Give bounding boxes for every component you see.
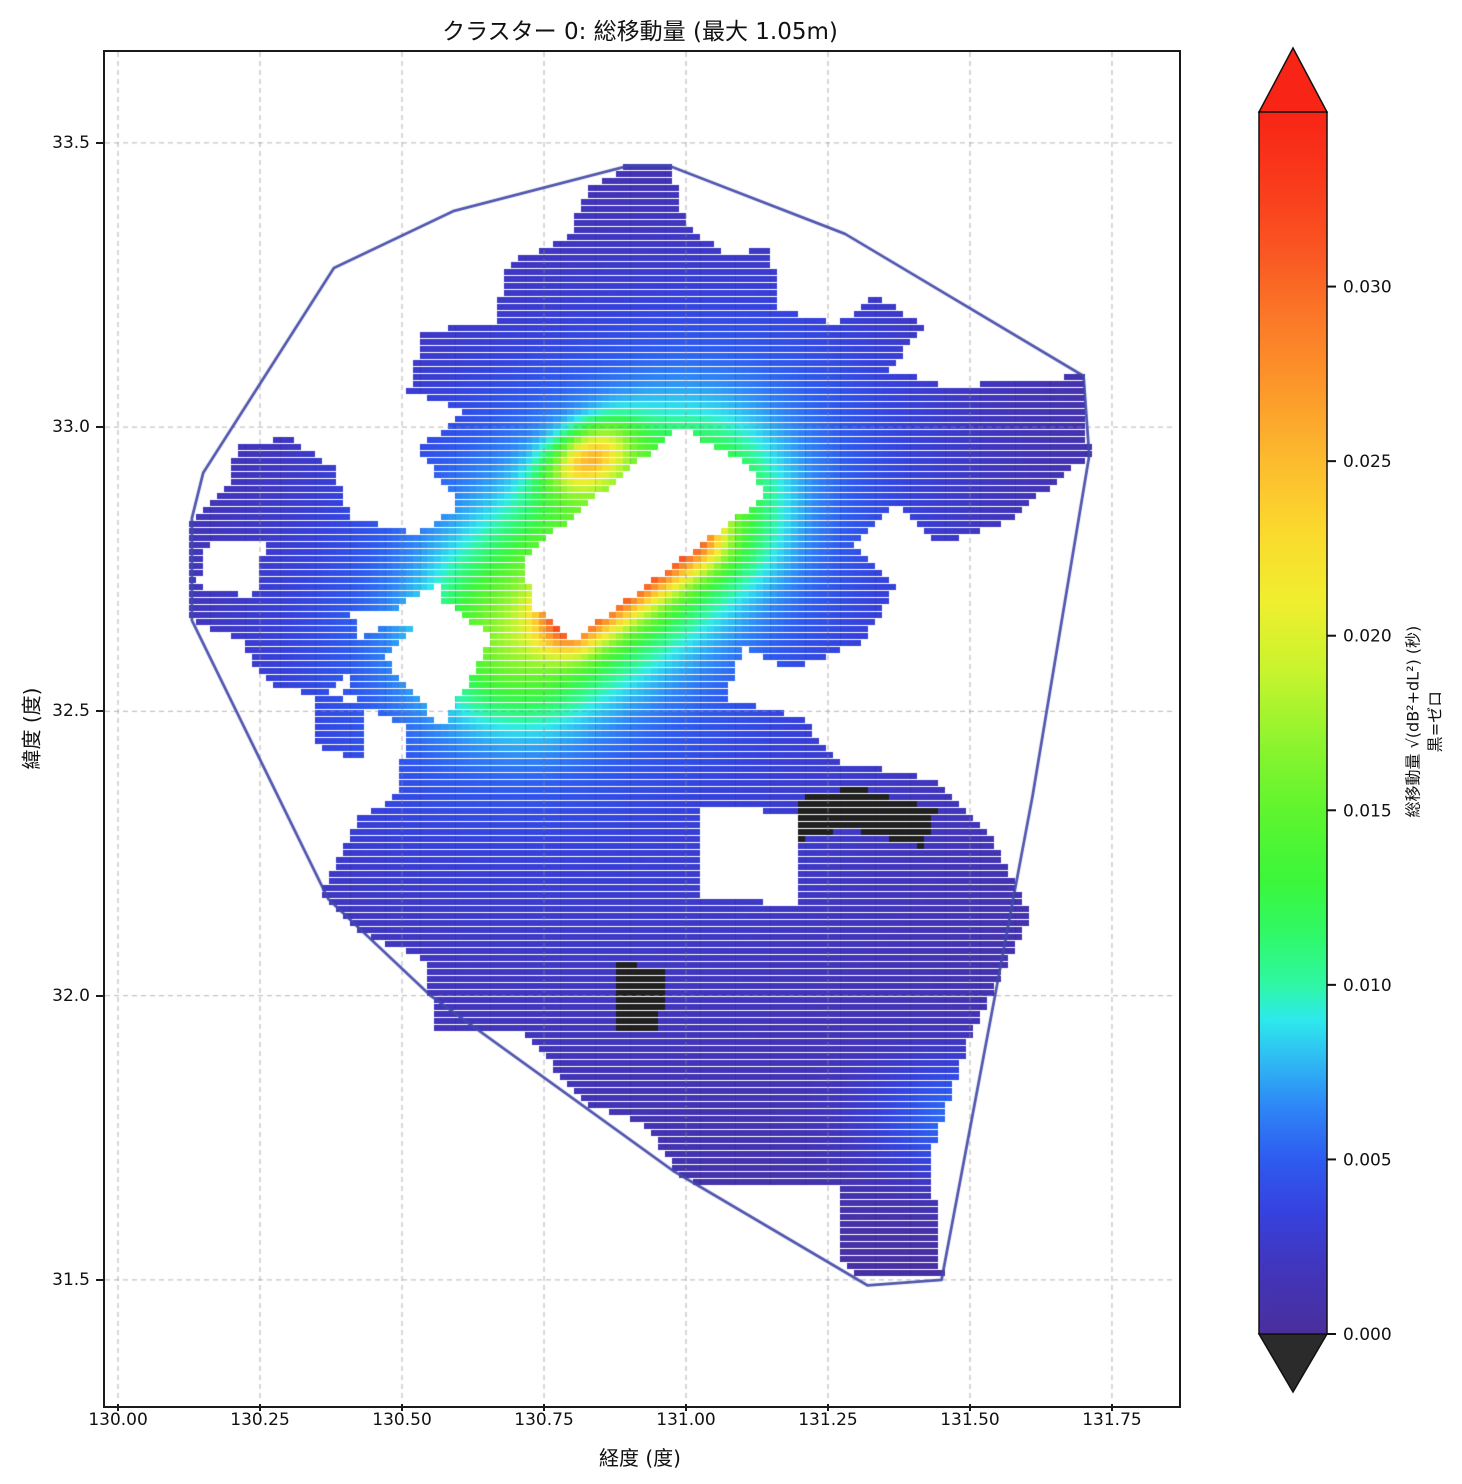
colorbar-tick-label: 0.020 (1343, 627, 1392, 647)
x-tick-mark (401, 1404, 404, 1411)
colorbar-tick-label: 0.000 (1343, 1325, 1392, 1345)
x-tick-mark (968, 1404, 971, 1411)
y-tick-label: 33.5 (52, 132, 90, 153)
x-tick-mark (1110, 1404, 1113, 1411)
x-axis-label: 経度 (度) (599, 1446, 681, 1470)
colorbar-tick-label: 0.025 (1343, 452, 1392, 472)
x-tick-label: 130.25 (230, 1410, 290, 1430)
y-tick-mark (96, 994, 103, 997)
y-tick-mark (96, 710, 103, 713)
y-axis-label: 緯度 (度) (19, 687, 44, 770)
x-tick-mark (117, 1404, 120, 1411)
x-tick-mark (259, 1404, 262, 1411)
colorbar-tick-label: 0.015 (1343, 801, 1392, 821)
x-tick-label: 131.00 (656, 1410, 716, 1430)
colorbar-label: 総移動量 √(dB²+dL²) (秒) 黒=ゼロ (1402, 572, 1445, 872)
x-tick-label: 130.75 (514, 1410, 574, 1430)
y-tick-label: 31.5 (52, 1269, 90, 1290)
x-tick-label: 131.25 (798, 1410, 858, 1430)
colorbar: 0.000 0.005 0.010 0.015 0.020 0.025 0.030 (1257, 46, 1392, 1394)
y-tick-label: 33.0 (52, 417, 90, 438)
y-tick-label: 32.5 (52, 701, 90, 722)
colorbar-label-line1: 総移動量 √(dB²+dL²) (秒) (1403, 625, 1423, 818)
x-tick-label: 131.75 (1082, 1410, 1142, 1430)
x-tick-label: 131.50 (940, 1410, 1000, 1430)
x-tick-mark (685, 1404, 687, 1411)
x-tick-label: 130.50 (372, 1410, 432, 1430)
y-tick-mark (96, 1278, 103, 1281)
y-tick-mark (96, 426, 103, 429)
colorbar-tick-label: 0.005 (1343, 1150, 1392, 1170)
x-tick-mark (826, 1404, 829, 1411)
colorbar-under-arrow (1257, 1333, 1329, 1394)
colorbar-over-arrow (1257, 46, 1329, 113)
y-tick-label: 32.0 (52, 985, 90, 1006)
colorbar-label-line2: 黒=ゼロ (1425, 690, 1444, 753)
x-tick-label: 130.00 (88, 1410, 148, 1430)
heatmap-canvas (105, 52, 1175, 1402)
colorbar-tick-label: 0.030 (1343, 278, 1392, 298)
x-tick-mark (543, 1404, 546, 1411)
chart-title: クラスター 0: 総移動量 (最大 1.05m) (442, 19, 838, 45)
colorbar-gradient (1258, 111, 1328, 1335)
y-tick-mark (96, 141, 103, 144)
colorbar-tick-label: 0.010 (1343, 976, 1392, 996)
